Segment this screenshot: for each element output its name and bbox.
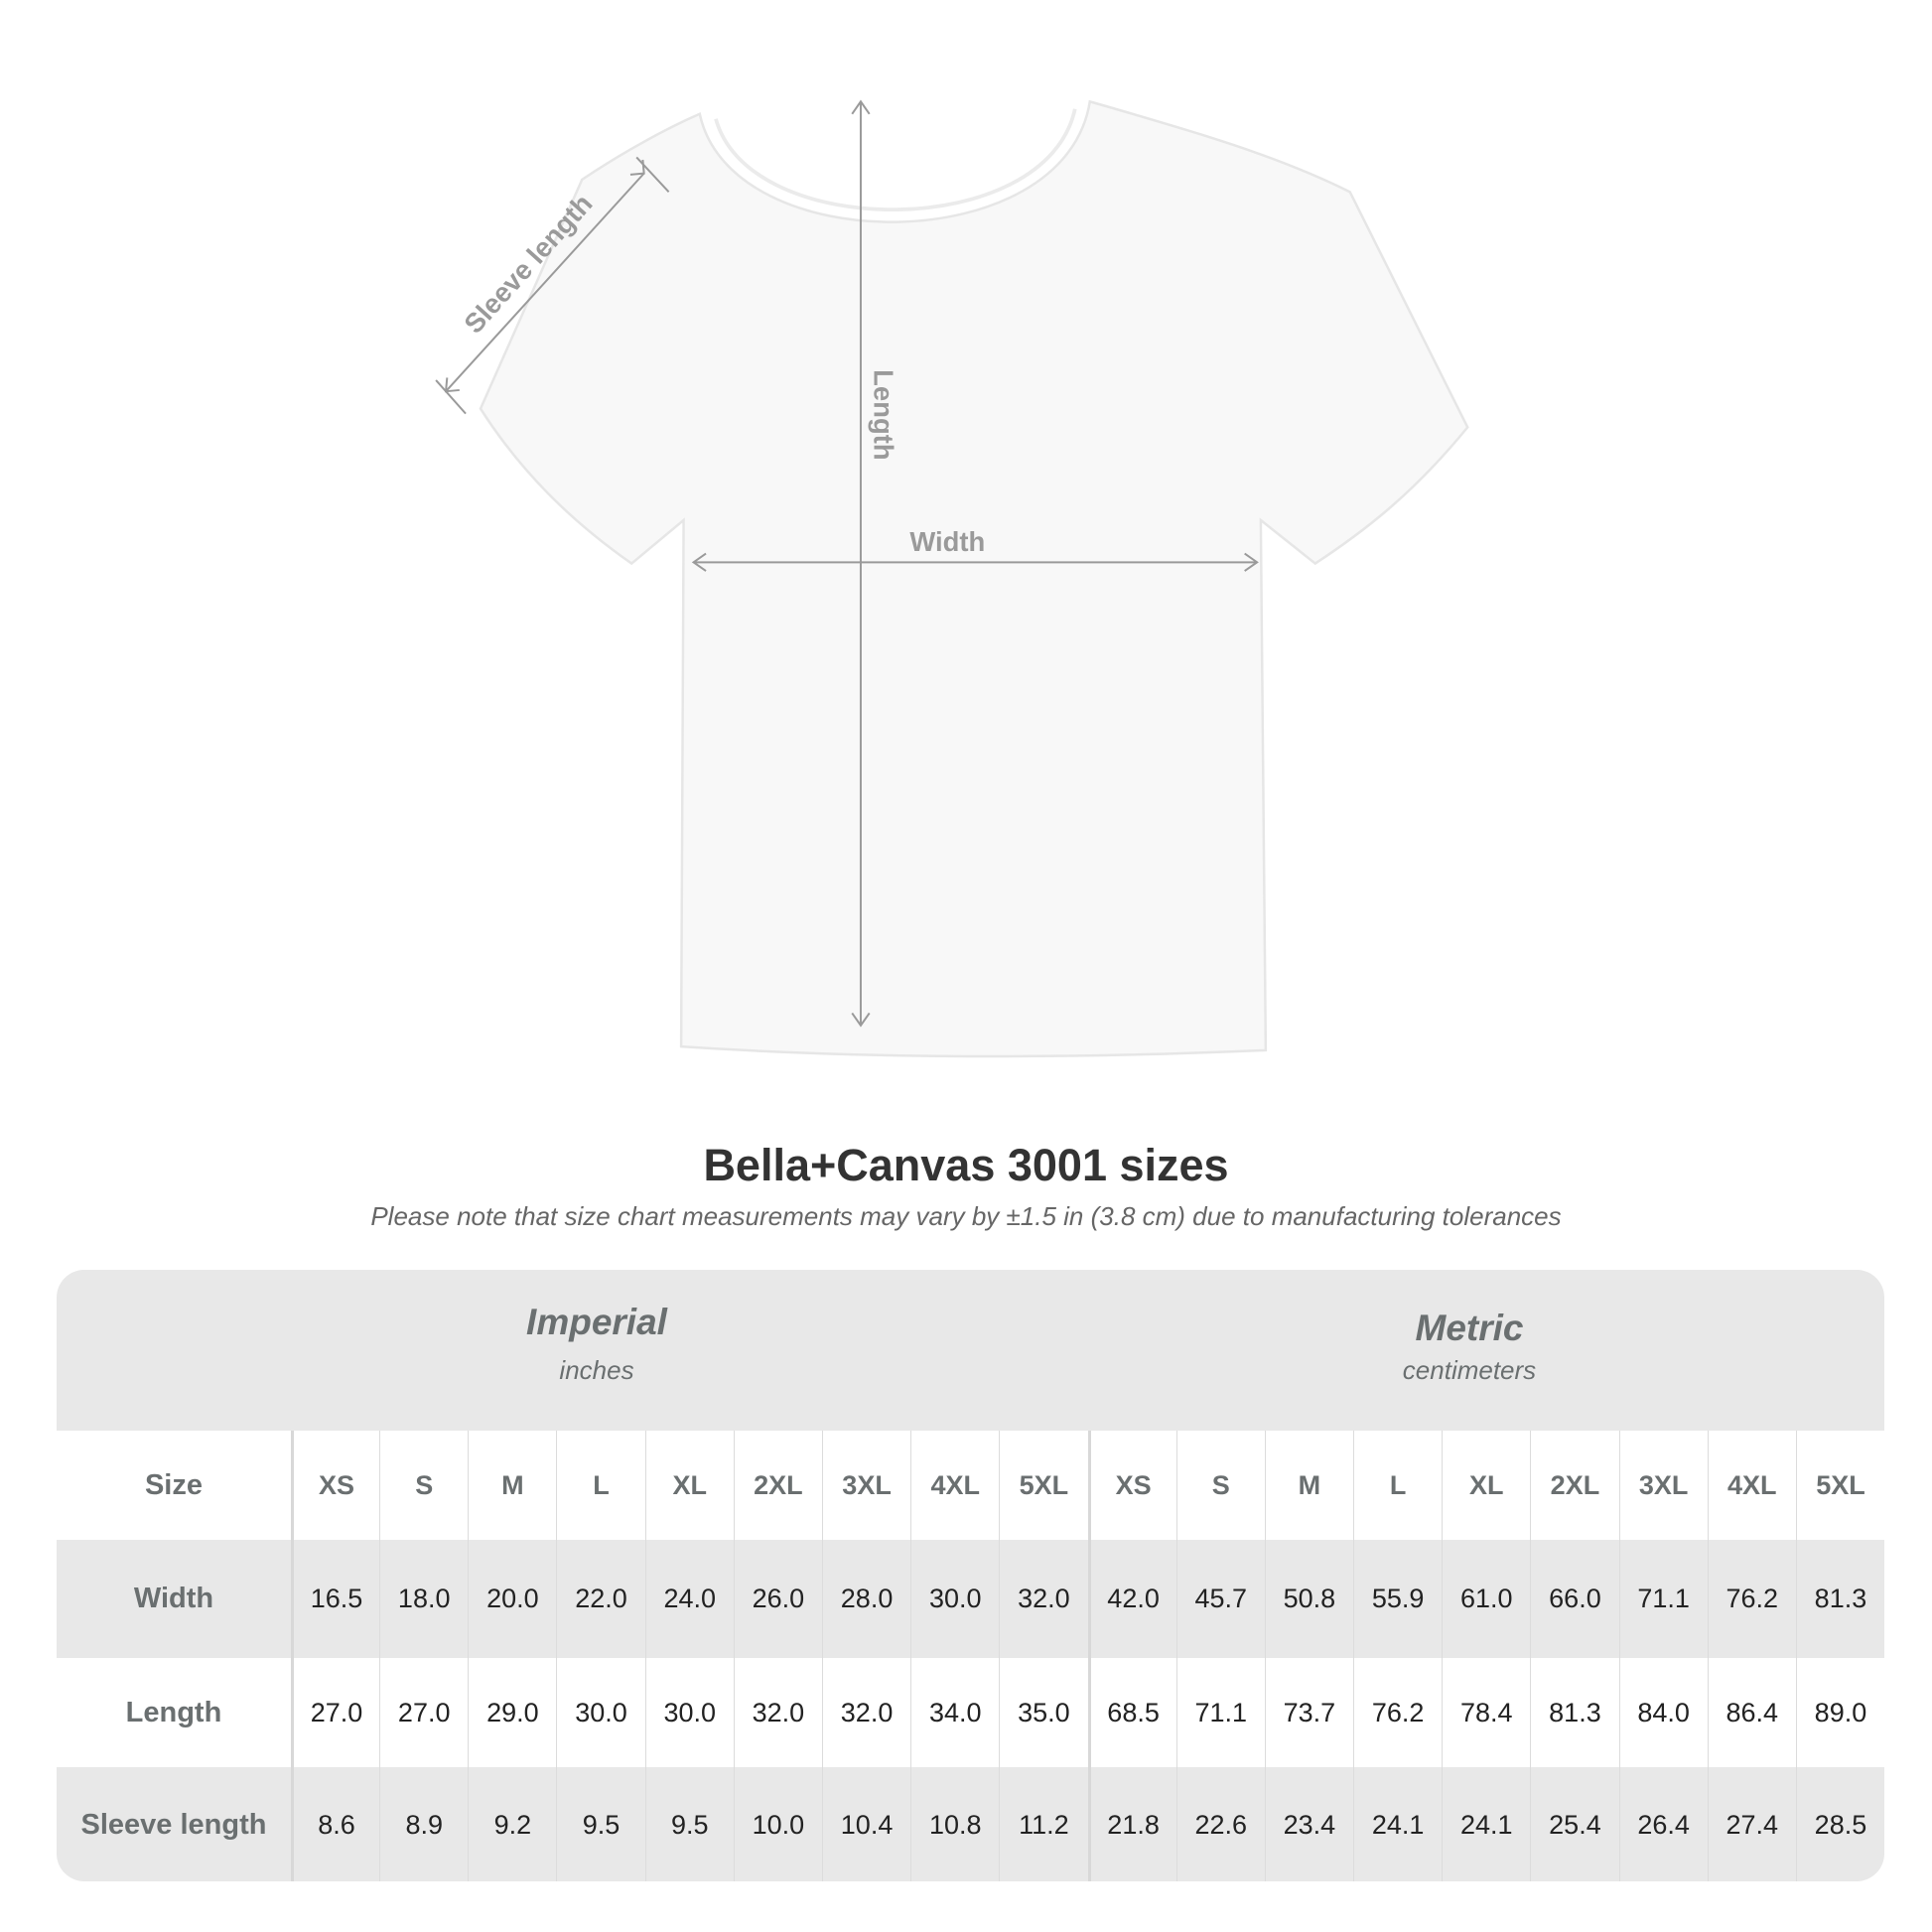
metric-size-header: M xyxy=(1264,1431,1353,1540)
imperial-value-cell: 32.0 xyxy=(821,1658,910,1767)
metric-value-cell: 71.1 xyxy=(1618,1540,1708,1658)
metric-size-header: 4XL xyxy=(1707,1431,1796,1540)
metric-size-header: XL xyxy=(1442,1431,1530,1540)
imperial-value-cell: 9.5 xyxy=(556,1767,644,1881)
imperial-value-cell: 8.6 xyxy=(290,1767,379,1881)
imperial-value-cell: 28.0 xyxy=(821,1540,910,1658)
imperial-value-cell: 27.0 xyxy=(379,1658,468,1767)
size-header-row: Size XS S M L XL 2XL 3XL 4XL 5XL XS S M L XL 2XL 3XL 4XL 5… xyxy=(57,1431,1884,1540)
imperial-value-cell: 26.0 xyxy=(733,1540,822,1658)
imperial-value-cell: 18.0 xyxy=(379,1540,468,1658)
imperial-value-cell: 16.5 xyxy=(290,1540,379,1658)
metric-value-cell: 73.7 xyxy=(1264,1658,1353,1767)
imperial-value-cell: 29.0 xyxy=(468,1658,556,1767)
size-table: Imperial inches Metric centimeters Size X… xyxy=(57,1270,1884,1881)
imperial-unit: inches xyxy=(559,1355,634,1385)
metric-value-cell: 68.5 xyxy=(1087,1658,1176,1767)
metric-value-cell: 71.1 xyxy=(1175,1658,1265,1767)
imperial-size-header: 5XL xyxy=(999,1431,1087,1540)
length-label: Length xyxy=(869,369,899,460)
row-label: Sleeve length xyxy=(80,1808,267,1841)
metric-value-cell: 76.2 xyxy=(1707,1540,1796,1658)
length-measure-line xyxy=(851,99,871,1028)
metric-value-cell: 42.0 xyxy=(1087,1540,1176,1658)
metric-size-header: XS xyxy=(1087,1431,1176,1540)
imperial-value-cell: 20.0 xyxy=(468,1540,556,1658)
imperial-value-cell: 35.0 xyxy=(999,1658,1087,1767)
page-title: Bella+Canvas 3001 sizes xyxy=(703,1140,1229,1190)
imperial-title: Imperial xyxy=(526,1302,667,1342)
imperial-size-header: S xyxy=(379,1431,468,1540)
imperial-value-cell: 30.0 xyxy=(644,1658,734,1767)
metric-size-header: 3XL xyxy=(1618,1431,1708,1540)
imperial-value-cell: 10.0 xyxy=(733,1767,822,1881)
metric-unit: centimeters xyxy=(1402,1355,1537,1385)
imperial-size-header: XL xyxy=(644,1431,734,1540)
imperial-value-cell: 30.0 xyxy=(910,1540,999,1658)
imperial-value-cell: 10.8 xyxy=(910,1767,999,1881)
tshirt-image xyxy=(479,99,1469,1058)
imperial-value-cell: 24.0 xyxy=(644,1540,734,1658)
metric-value-cell: 81.3 xyxy=(1530,1658,1618,1767)
metric-size-header: 5XL xyxy=(1795,1431,1884,1540)
imperial-value-cell: 9.5 xyxy=(644,1767,734,1881)
metric-value-cell: 28.5 xyxy=(1795,1767,1884,1881)
row-label: Width xyxy=(133,1583,214,1614)
metric-size-header: S xyxy=(1175,1431,1265,1540)
imperial-value-cell: 34.0 xyxy=(910,1658,999,1767)
table-header: Imperial inches Metric centimeters xyxy=(57,1270,1884,1431)
imperial-header: Imperial inches xyxy=(398,1302,795,1386)
table-row: Width 16.5 18.0 20.0 22.0 24.0 26.0 28.0 30.0 32.… xyxy=(57,1540,1884,1658)
imperial-value-cell: 9.2 xyxy=(468,1767,556,1881)
metric-value-cell: 81.3 xyxy=(1795,1540,1884,1658)
imperial-value-cell: 11.2 xyxy=(999,1767,1087,1881)
imperial-size-header: M xyxy=(468,1431,556,1540)
table-row: Length 27.0 27.0 29.0 30.0 30.0 32.0 32.0 34.0 35… xyxy=(57,1658,1884,1767)
metric-value-cell: 76.2 xyxy=(1353,1658,1442,1767)
metric-value-cell: 45.7 xyxy=(1175,1540,1265,1658)
imperial-value-cell: 22.0 xyxy=(556,1540,644,1658)
imperial-size-header: 3XL xyxy=(821,1431,910,1540)
imperial-value-cell: 8.9 xyxy=(379,1767,468,1881)
metric-value-cell: 61.0 xyxy=(1442,1540,1530,1658)
imperial-size-header: 2XL xyxy=(733,1431,822,1540)
imperial-size-header: L xyxy=(556,1431,644,1540)
metric-value-cell: 21.8 xyxy=(1087,1767,1176,1881)
metric-value-cell: 24.1 xyxy=(1442,1767,1530,1881)
imperial-value-cell: 32.0 xyxy=(733,1658,822,1767)
row-label: Size xyxy=(144,1468,203,1501)
imperial-value-cell: 10.4 xyxy=(821,1767,910,1881)
metric-value-cell: 55.9 xyxy=(1353,1540,1442,1658)
width-label: Width xyxy=(909,526,985,557)
metric-value-cell: 66.0 xyxy=(1530,1540,1618,1658)
metric-value-cell: 86.4 xyxy=(1707,1658,1796,1767)
table-row: Sleeve length 8.6 8.9 9.2 9.5 9.5 10.0 10.4 10.8… xyxy=(57,1767,1884,1881)
metric-value-cell: 27.4 xyxy=(1707,1767,1796,1881)
imperial-size-header: 4XL xyxy=(910,1431,999,1540)
metric-size-header: L xyxy=(1353,1431,1442,1540)
row-label: Length xyxy=(125,1696,222,1728)
collar-line xyxy=(714,108,1077,211)
sleeve-measure-line xyxy=(435,156,670,415)
tolerance-note: Please note that size chart measurements… xyxy=(370,1201,1562,1231)
metric-size-header: 2XL xyxy=(1530,1431,1618,1540)
imperial-size-header: XS xyxy=(290,1431,379,1540)
metric-header: Metric centimeters xyxy=(1271,1308,1668,1386)
metric-value-cell: 26.4 xyxy=(1618,1767,1708,1881)
metric-value-cell: 24.1 xyxy=(1353,1767,1442,1881)
metric-value-cell: 25.4 xyxy=(1530,1767,1618,1881)
metric-value-cell: 84.0 xyxy=(1618,1658,1708,1767)
imperial-value-cell: 32.0 xyxy=(999,1540,1087,1658)
imperial-value-cell: 27.0 xyxy=(290,1658,379,1767)
metric-value-cell: 89.0 xyxy=(1795,1658,1884,1767)
imperial-value-cell: 30.0 xyxy=(556,1658,644,1767)
metric-value-cell: 50.8 xyxy=(1264,1540,1353,1658)
metric-title: Metric xyxy=(1415,1308,1524,1348)
metric-value-cell: 78.4 xyxy=(1442,1658,1530,1767)
metric-value-cell: 22.6 xyxy=(1175,1767,1265,1881)
width-measure-line xyxy=(691,552,1259,572)
metric-value-cell: 23.4 xyxy=(1264,1767,1353,1881)
